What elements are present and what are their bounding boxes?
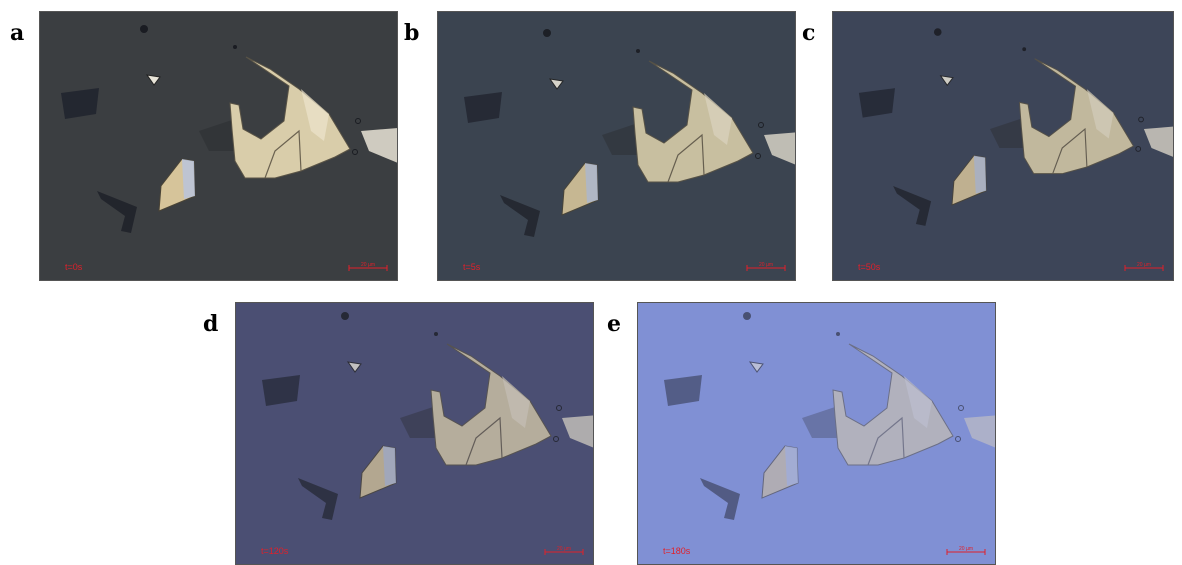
- micrograph: t=180s 20 µm: [637, 302, 1001, 565]
- micrograph: t=5s 20 µm: [437, 11, 801, 281]
- panel-label: d: [203, 311, 218, 337]
- time-label: t=0s: [65, 262, 83, 272]
- scale-label: 20 µm: [759, 262, 773, 268]
- panel-label: c: [802, 20, 815, 46]
- panel-label: b: [404, 20, 419, 46]
- tint: [637, 302, 996, 565]
- panel-label: a: [10, 20, 24, 46]
- panel-label: e: [607, 311, 621, 337]
- scale-label: 20 µm: [1137, 262, 1151, 268]
- scale-label: 20 µm: [959, 546, 973, 552]
- tint: [437, 11, 796, 281]
- time-label: t=5s: [463, 262, 481, 272]
- time-label: t=120s: [261, 546, 289, 556]
- scale-label: 20 µm: [361, 262, 375, 268]
- tint: [832, 11, 1174, 281]
- tint: [235, 302, 594, 565]
- scale-label: 20 µm: [557, 546, 571, 552]
- time-label: t=180s: [663, 546, 691, 556]
- micrograph: t=0s 20 µm: [39, 11, 398, 281]
- micrograph: t=120s 20 µm: [235, 302, 599, 565]
- time-label: t=50s: [858, 262, 881, 272]
- micrograph: t=50s 20 µm: [832, 11, 1179, 281]
- figure: t=0s 20 µm a t=5s 20 µm b t=50s 20 µm c t=120s 20 …: [0, 0, 1182, 565]
